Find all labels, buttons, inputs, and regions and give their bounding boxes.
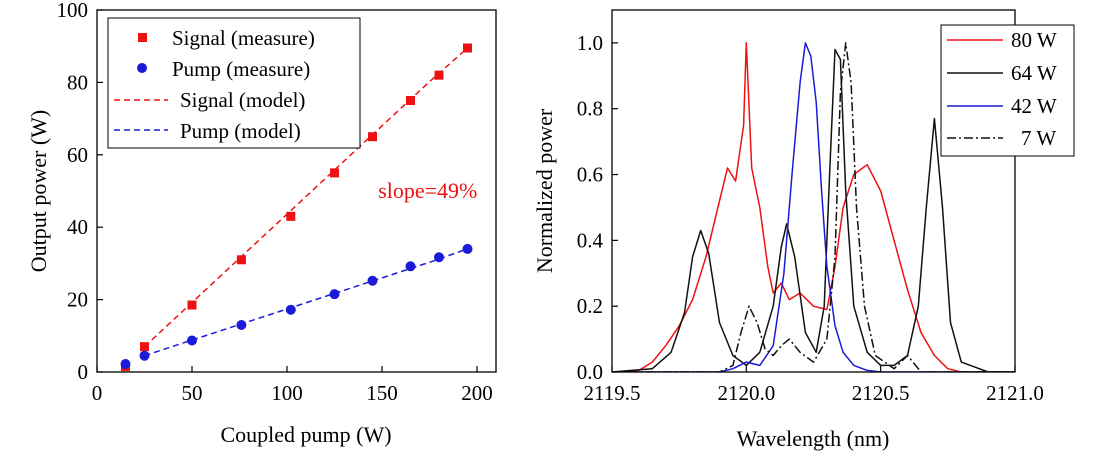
legend-pump-measure-marker <box>137 63 147 73</box>
point-pump-measure <box>139 350 150 361</box>
legend-80w-label: 80 W <box>1011 28 1057 52</box>
right-chart-y-axis-label: Normalized power <box>532 108 557 273</box>
point-pump-measure <box>120 359 131 370</box>
y-tick-label: 0.2 <box>577 294 603 318</box>
left-chart: 0 50 100 150 200 0 20 40 60 80 100 Coupled pump (W… <box>26 0 497 447</box>
point-signal-measure <box>463 43 472 53</box>
series-line-42-w <box>612 42 1015 372</box>
point-signal-measure <box>368 132 377 142</box>
point-signal-measure <box>286 211 296 221</box>
right-chart-legend-box <box>940 24 1075 157</box>
point-pump-measure <box>187 335 197 346</box>
x-tick-label: 100 <box>271 381 303 405</box>
legend-42w-label: 42 W <box>1011 94 1057 118</box>
point-signal-measure <box>434 70 444 80</box>
point-signal-measure <box>330 168 339 178</box>
legend-signal-measure-label: Signal (measure) <box>172 26 315 50</box>
right-chart-x-axis-label: Wavelength (nm) <box>737 426 890 451</box>
left-chart-legend-box <box>107 17 361 149</box>
series-line-signal-model <box>143 47 468 348</box>
point-pump-measure <box>236 319 247 330</box>
y-tick-label: 0.4 <box>577 228 604 252</box>
point-pump-measure <box>285 304 296 315</box>
y-tick-label: 40 <box>67 215 88 239</box>
left-chart-data <box>120 43 473 372</box>
legend-7w-label: 7 W <box>1021 126 1056 150</box>
left-chart-y-axis-label: Output power (W) <box>26 110 51 273</box>
legend-pump-measure-label: Pump (measure) <box>172 57 310 81</box>
x-tick-label: 2120.5 <box>852 381 910 405</box>
series-line-7-w <box>612 42 1015 372</box>
y-tick-label: 0.8 <box>577 97 603 121</box>
y-tick-label: 0.6 <box>577 163 603 187</box>
y-tick-label: 80 <box>67 70 88 94</box>
point-signal-measure <box>236 255 246 265</box>
y-tick-label: 100 <box>57 0 89 22</box>
point-signal-measure <box>187 300 197 310</box>
y-tick-label: 20 <box>67 288 88 312</box>
legend-pump-model-label: Pump (model) <box>180 119 301 143</box>
x-tick-label: 50 <box>182 381 203 405</box>
point-pump-measure <box>405 261 416 272</box>
point-pump-measure <box>367 275 378 286</box>
series-line-64-w <box>612 48 1015 372</box>
point-signal-measure <box>406 96 415 105</box>
x-tick-label: 200 <box>461 381 493 405</box>
x-tick-label: 2119.5 <box>584 381 641 405</box>
x-tick-label: 150 <box>366 381 398 405</box>
right-chart-data <box>612 42 1015 372</box>
right-chart-legend: 80 W 64 W 42 W 7 W <box>940 24 1075 157</box>
legend-64w-label: 64 W <box>1011 61 1057 85</box>
point-pump-measure <box>329 289 340 300</box>
left-chart-annotation: slope=49% <box>378 178 477 203</box>
left-chart-x-axis-label: Coupled pump (W) <box>220 422 391 447</box>
left-chart-ticks: 0 50 100 150 200 0 20 40 60 80 100 <box>57 0 493 405</box>
y-tick-label: 60 <box>67 143 88 167</box>
legend-signal-measure-marker <box>138 33 147 42</box>
left-chart-frame <box>96 9 497 373</box>
x-tick-label: 2120.0 <box>717 381 775 405</box>
y-tick-label: 0 <box>78 360 89 384</box>
x-tick-label: 2121.0 <box>986 381 1044 405</box>
legend-signal-model-label: Signal (model) <box>180 88 305 112</box>
right-chart-ticks: 2119.5 2120.0 2120.5 2121.0 0.0 0.2 0.4 0.6 0.8 1… <box>577 31 1044 405</box>
right-chart: 2119.5 2120.0 2120.5 2121.0 0.0 0.2 0.4 0.6 0.8 1… <box>532 9 1075 451</box>
left-chart-legend: Signal (measure) Pump (measure) Signal (… <box>107 17 361 149</box>
series-line-80-w <box>612 42 1015 372</box>
series-line-pump-model <box>144 248 468 357</box>
y-tick-label: 1.0 <box>577 31 603 55</box>
right-chart-frame <box>611 9 1016 373</box>
y-tick-label: 0.0 <box>577 360 603 384</box>
x-tick-label: 0 <box>92 381 103 405</box>
point-pump-measure <box>434 252 444 263</box>
